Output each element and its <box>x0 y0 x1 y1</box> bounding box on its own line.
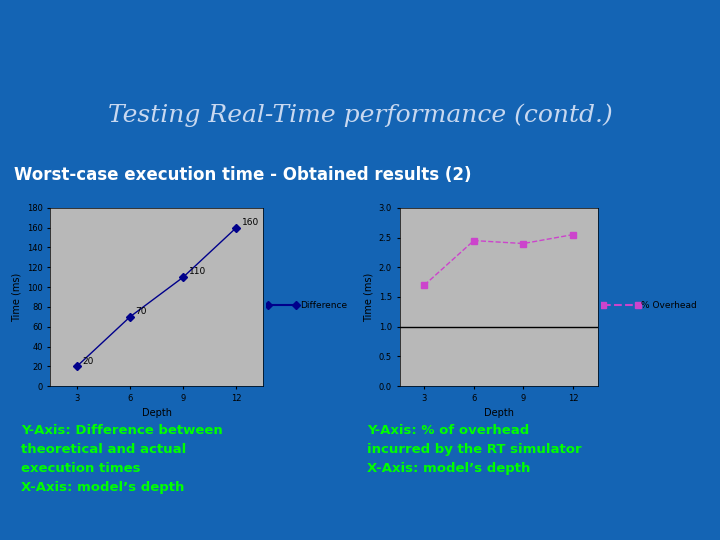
Text: 20: 20 <box>83 356 94 366</box>
X-axis label: Depth: Depth <box>142 408 171 418</box>
Text: Worst-case execution time - Obtained results (2): Worst-case execution time - Obtained res… <box>14 166 472 184</box>
X-axis label: Depth: Depth <box>484 408 513 418</box>
Y-axis label: Time (ms): Time (ms) <box>363 272 373 322</box>
Text: Y-Axis: % of overhead
incurred by the RT simulator
X-Axis: model’s depth: Y-Axis: % of overhead incurred by the RT… <box>367 424 582 475</box>
Text: 110: 110 <box>189 267 206 276</box>
Y-axis label: Time (ms): Time (ms) <box>12 272 22 322</box>
Text: 160: 160 <box>242 218 259 227</box>
Text: Testing Real-Time performance (contd.): Testing Real-Time performance (contd.) <box>107 104 613 127</box>
Text: Difference: Difference <box>300 301 347 309</box>
Text: % Overhead: % Overhead <box>641 301 697 309</box>
Text: 70: 70 <box>135 307 147 316</box>
Text: Y-Axis: Difference between
theoretical and actual
execution times
X-Axis: model’: Y-Axis: Difference between theoretical a… <box>21 424 222 495</box>
